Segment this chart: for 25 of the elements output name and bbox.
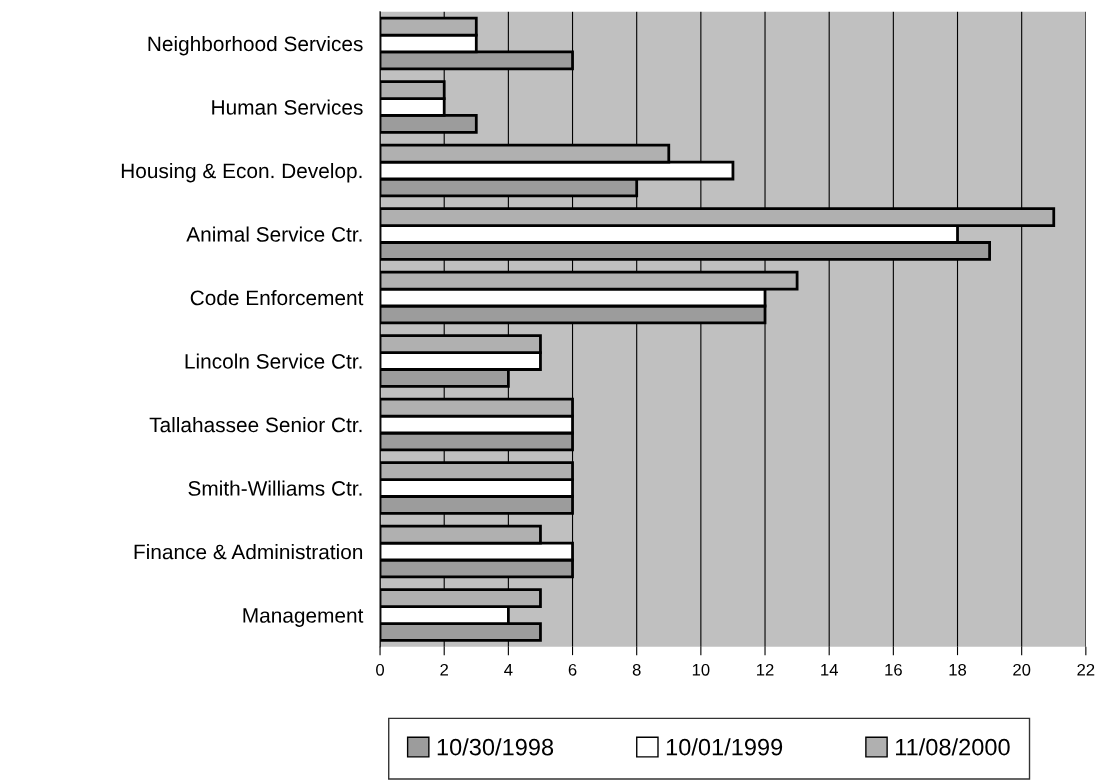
legend-label: 10/01/1999 — [666, 738, 783, 756]
x-tick-label: 12 — [757, 663, 774, 676]
y-tick-label: Lincoln Service Ctr. — [185, 353, 362, 369]
x-tick-label: 0 — [376, 663, 385, 676]
y-tick-label: Finance & Administration — [134, 544, 363, 560]
x-tick-label: 16 — [885, 663, 902, 676]
y-tick-label: Smith-Williams Ctr. — [188, 480, 362, 496]
x-tick-label: 22 — [1077, 663, 1095, 676]
y-tick-label: Animal Service Ctr. — [186, 226, 362, 242]
x-tick-label: 20 — [1013, 663, 1031, 676]
x-tick-label: 8 — [632, 663, 641, 676]
x-tick-label: 6 — [568, 663, 577, 676]
y-tick-label: Neighborhood Services — [148, 35, 363, 56]
legend-label: 10/30/1998 — [437, 738, 554, 756]
y-tick-label: Human Services — [212, 99, 363, 115]
y-tick-label: Housing & Econ. Develop. — [121, 162, 362, 183]
x-tick-label: 2 — [440, 663, 449, 676]
x-tick-label: 18 — [949, 663, 967, 676]
x-tick-label: 14 — [821, 664, 838, 676]
x-tick-label: 4 — [504, 664, 513, 676]
legend-label: 11/08/2000 — [896, 738, 1010, 756]
y-tick-label: Management — [243, 608, 364, 627]
x-tick-label: 10 — [692, 663, 710, 676]
y-tick-label: Tallahassee Senior Ctr. — [149, 416, 362, 433]
y-tick-label: Code Enforcement — [190, 289, 364, 306]
